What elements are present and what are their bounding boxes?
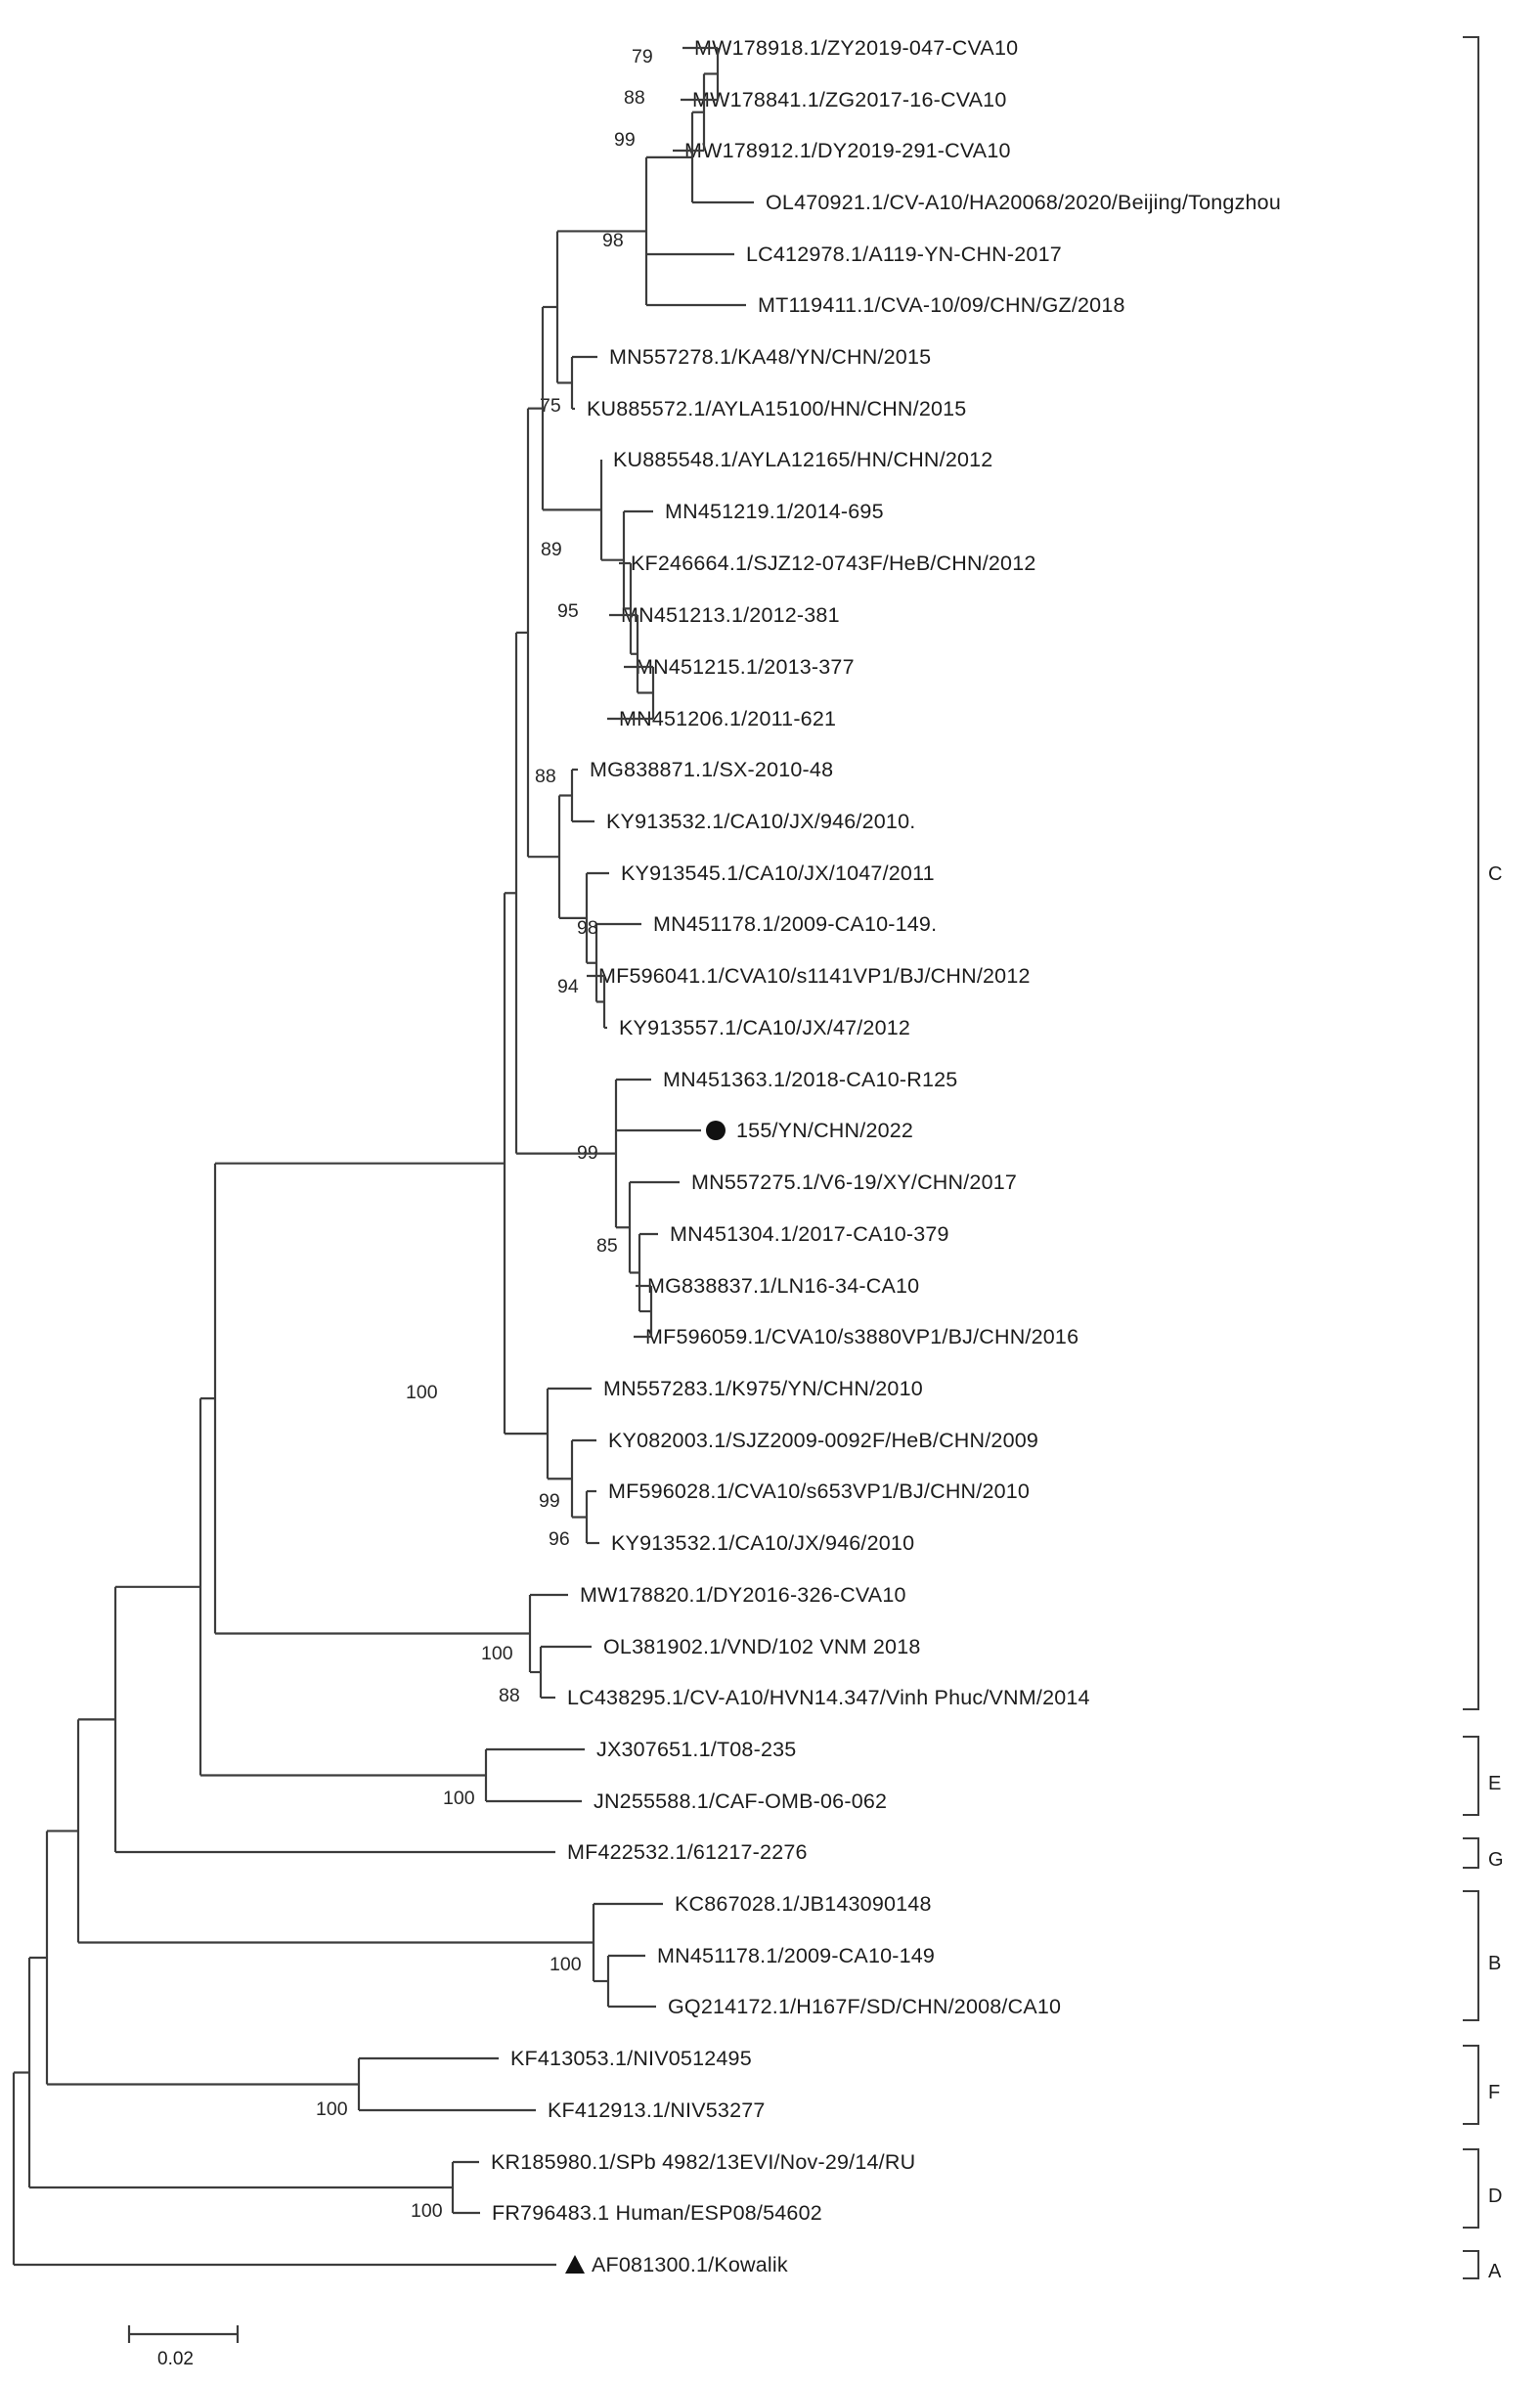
bootstrap-value: 88 — [624, 87, 645, 109]
taxon-label: OL470921.1/CV-A10/HA20068/2020/Beijing/T… — [766, 191, 1281, 214]
taxon-label: JX307651.1/T08-235 — [596, 1738, 796, 1761]
taxon-label: MN557275.1/V6-19/XY/CHN/2017 — [691, 1170, 1017, 1194]
filled-circle-marker — [706, 1121, 726, 1140]
taxon-label: FR796483.1 Human/ESP08/54602 — [492, 2201, 822, 2225]
taxon-label: MW178820.1/DY2016-326-CVA10 — [580, 1583, 906, 1607]
taxon-label: KU885572.1/AYLA15100/HN/CHN/2015 — [587, 397, 966, 420]
filled-triangle-marker — [565, 2255, 585, 2274]
clade-bracket — [1463, 1736, 1479, 1816]
taxon-label: KY082003.1/SJZ2009-0092F/HeB/CHN/2009 — [608, 1429, 1038, 1452]
clade-bracket — [1463, 36, 1479, 1710]
taxon-label: MN451304.1/2017-CA10-379 — [670, 1222, 949, 1246]
taxon-label: KF412913.1/NIV53277 — [548, 2098, 766, 2122]
taxon-label: MN451178.1/2009-CA10-149 — [657, 1944, 935, 1967]
taxon-label: MN451215.1/2013-377 — [636, 655, 855, 679]
bootstrap-value: 75 — [540, 395, 561, 417]
taxon-label: GQ214172.1/H167F/SD/CHN/2008/CA10 — [668, 1995, 1061, 2018]
bootstrap-value: 100 — [411, 2200, 443, 2222]
taxon-label: MF422532.1/61217-2276 — [567, 1840, 808, 1864]
taxon-label: MF596028.1/CVA10/s653VP1/BJ/CHN/2010 — [608, 1480, 1030, 1503]
bootstrap-value: 85 — [596, 1235, 618, 1257]
scalebar-label: 0.02 — [157, 2349, 194, 2369]
taxon-label: MN557278.1/KA48/YN/CHN/2015 — [609, 345, 931, 369]
clade-letter: B — [1488, 1953, 1501, 1974]
taxon-label: MT119411.1/CVA-10/09/CHN/GZ/2018 — [758, 293, 1125, 317]
taxon-label: MF596041.1/CVA10/s1141VP1/BJ/CHN/2012 — [598, 964, 1031, 988]
taxon-label: KY913557.1/CA10/JX/47/2012 — [619, 1016, 910, 1039]
bootstrap-value: 94 — [557, 976, 579, 997]
taxon-label: MN451363.1/2018-CA10-R125 — [663, 1068, 957, 1091]
taxon-label: KU885548.1/AYLA12165/HN/CHN/2012 — [613, 448, 992, 471]
taxon-label: KY913532.1/CA10/JX/946/2010. — [606, 810, 915, 833]
taxon-label: JN255588.1/CAF-OMB-06-062 — [594, 1789, 887, 1813]
clade-bracket — [1463, 2250, 1479, 2279]
taxon-label: AF081300.1/Kowalik — [592, 2253, 788, 2276]
bootstrap-value: 89 — [541, 539, 562, 560]
bootstrap-value: 100 — [481, 1643, 513, 1664]
bootstrap-value: 100 — [316, 2098, 348, 2120]
bootstrap-value: 79 — [632, 46, 653, 67]
clade-letter: G — [1488, 1849, 1504, 1871]
clade-letter: F — [1488, 2082, 1500, 2103]
clade-bracket — [1463, 2045, 1479, 2125]
taxon-label: KF246664.1/SJZ12-0743F/HeB/CHN/2012 — [631, 552, 1036, 575]
bootstrap-value: 100 — [550, 1954, 582, 1975]
bootstrap-value: 95 — [557, 600, 579, 622]
bootstrap-value: 96 — [549, 1528, 570, 1550]
taxon-label: MW178912.1/DY2019-291-CVA10 — [684, 139, 1011, 162]
bootstrap-value: 100 — [406, 1382, 438, 1403]
taxon-label: KC867028.1/JB143090148 — [675, 1892, 932, 1916]
bootstrap-value: 99 — [614, 129, 636, 151]
taxon-label: KF413053.1/NIV0512495 — [510, 2047, 752, 2070]
taxon-label: LC412978.1/A119-YN-CHN-2017 — [746, 243, 1062, 266]
taxon-label: MN451206.1/2011-621 — [619, 707, 836, 730]
taxon-label: KY913532.1/CA10/JX/946/2010 — [611, 1531, 914, 1555]
clade-bracket — [1463, 2148, 1479, 2229]
taxon-label: MN451213.1/2012-381 — [621, 603, 840, 627]
clade-letter: A — [1488, 2261, 1502, 2282]
clade-letter: D — [1488, 2186, 1502, 2207]
clade-bracket — [1463, 1890, 1479, 2021]
bootstrap-value: 88 — [499, 1685, 520, 1706]
bootstrap-value: 98 — [602, 230, 624, 251]
taxon-label: MW178841.1/ZG2017-16-CVA10 — [692, 88, 1007, 111]
bootstrap-value: 99 — [539, 1490, 560, 1512]
taxon-label: MN451219.1/2014-695 — [665, 500, 884, 523]
taxon-label: MG838837.1/LN16-34-CA10 — [647, 1274, 919, 1298]
clade-letter: E — [1488, 1773, 1501, 1794]
taxon-label: MN557283.1/K975/YN/CHN/2010 — [603, 1377, 923, 1400]
clade-letter: C — [1488, 863, 1502, 885]
taxon-label: KR185980.1/SPb 4982/13EVI/Nov-29/14/RU — [491, 2150, 915, 2174]
bootstrap-value: 88 — [535, 766, 556, 787]
clade-bracket — [1463, 1837, 1479, 1869]
taxon-label: KY913545.1/CA10/JX/1047/2011 — [621, 861, 935, 885]
taxon-label: LC438295.1/CV-A10/HVN14.347/Vinh Phuc/VN… — [567, 1686, 1090, 1709]
taxon-label: MF596059.1/CVA10/s3880VP1/BJ/CHN/2016 — [645, 1325, 1078, 1348]
taxon-label: MG838871.1/SX-2010-48 — [590, 758, 833, 781]
taxon-label: MN451178.1/2009-CA10-149. — [653, 912, 937, 936]
taxon-label: OL381902.1/VND/102 VNM 2018 — [603, 1635, 921, 1658]
taxon-label: 155/YN/CHN/2022 — [736, 1119, 913, 1142]
taxon-label: MW178918.1/ZY2019-047-CVA10 — [694, 36, 1018, 60]
bootstrap-value: 100 — [443, 1788, 475, 1809]
